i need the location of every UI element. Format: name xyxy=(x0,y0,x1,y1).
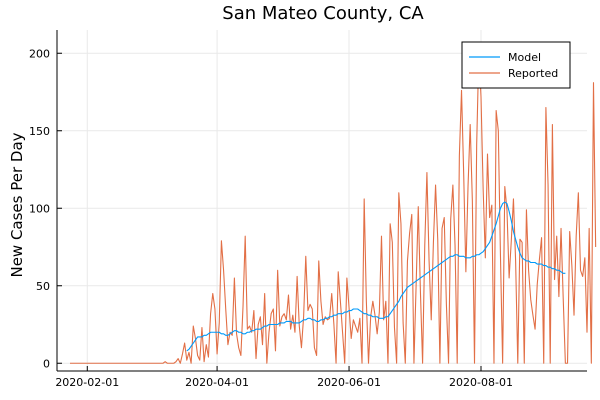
y-tick-label: 50 xyxy=(36,280,50,293)
series-line-model xyxy=(186,201,566,352)
x-tick-label: 2020-02-01 xyxy=(55,376,119,389)
legend-label-reported: Reported xyxy=(508,67,558,80)
y-tick-label: 200 xyxy=(29,47,50,60)
y-tick-label: 150 xyxy=(29,125,50,138)
legend-label-model: Model xyxy=(508,51,541,64)
chart-title: San Mateo County, CA xyxy=(222,3,424,24)
grid xyxy=(57,30,587,371)
y-axis-label: New Cases Per Day xyxy=(8,132,26,277)
legend: Model Reported xyxy=(461,41,571,89)
axes: 0 50 100 150 200 2020-02-01 2020-04-01 2020-06-… xyxy=(29,30,587,389)
y-tick-label: 0 xyxy=(43,357,50,370)
series-line-reported xyxy=(69,51,597,364)
x-tick-label: 2020-04-01 xyxy=(185,376,249,389)
series-lines xyxy=(69,51,597,364)
x-tick-label: 2020-08-01 xyxy=(449,376,513,389)
legend-box xyxy=(461,41,571,89)
x-tick-label: 2020-06-01 xyxy=(317,376,381,389)
y-tick-label: 100 xyxy=(29,202,50,215)
